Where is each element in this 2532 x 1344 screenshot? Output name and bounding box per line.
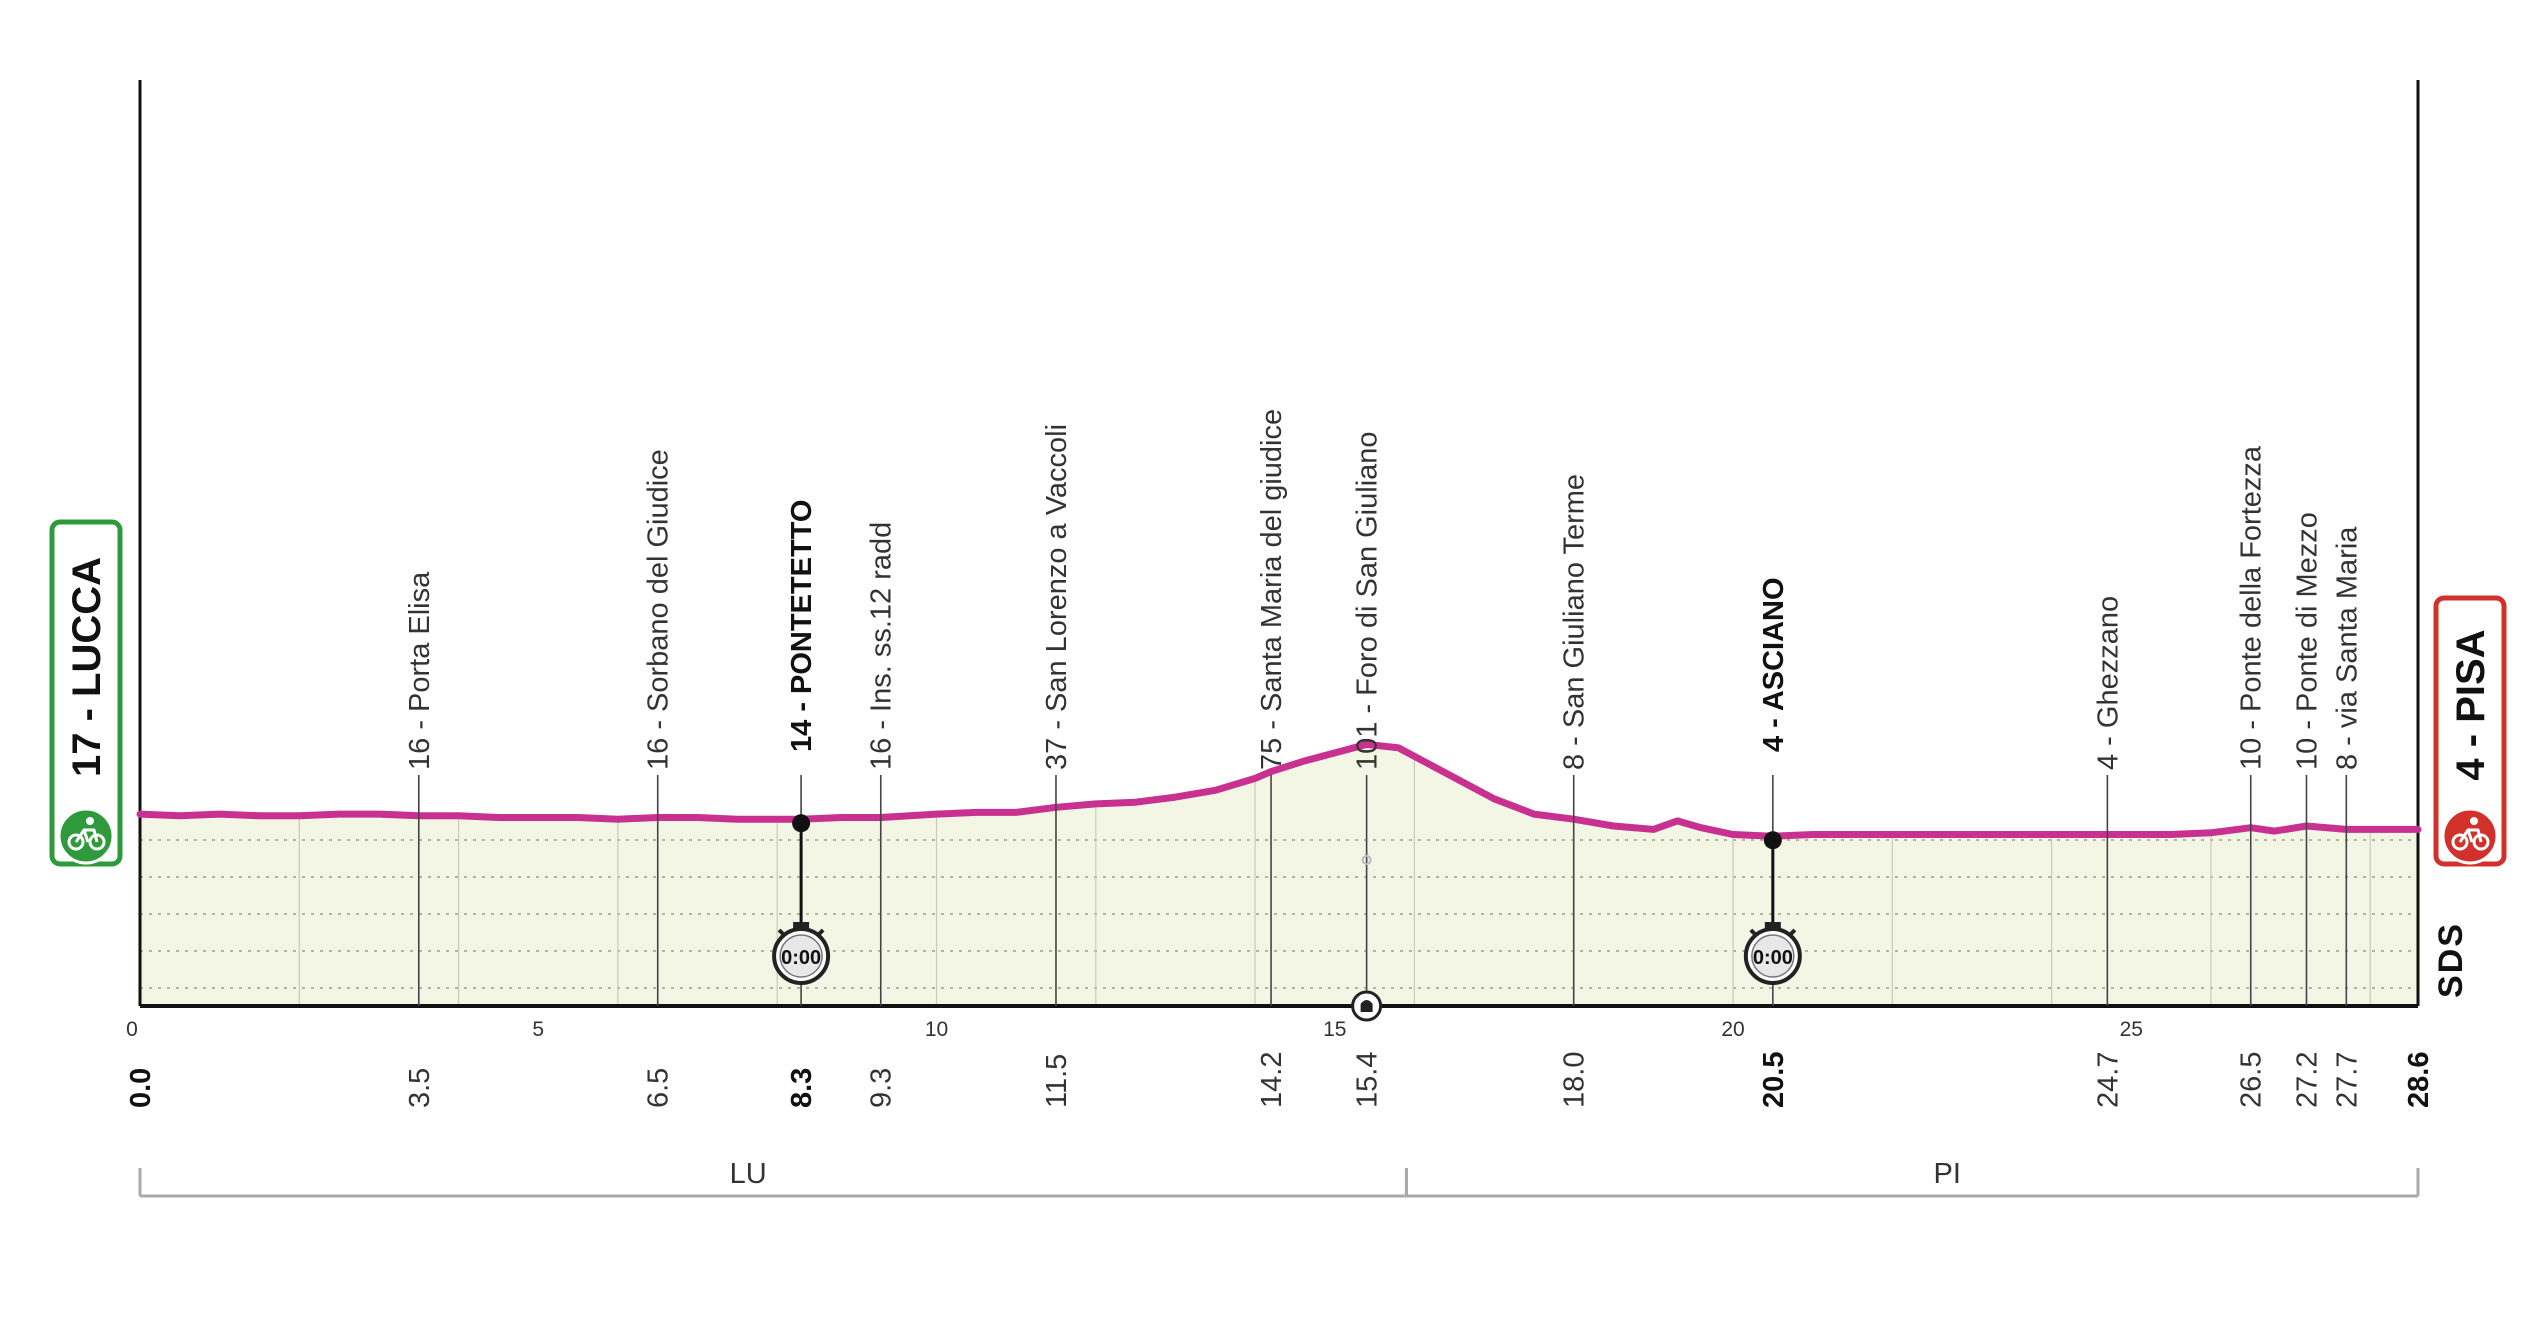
svg-text:10 - Ponte della Fortezza: 10 - Ponte della Fortezza bbox=[2236, 445, 2268, 770]
svg-text:4 - ASCIANO: 4 - ASCIANO bbox=[1758, 577, 1790, 752]
svg-text:3.5: 3.5 bbox=[404, 1068, 436, 1108]
stopwatch-time: 0:00 bbox=[1753, 947, 1793, 969]
waypoint-label-6: 101 - Foro di San Giuliano bbox=[1352, 431, 1384, 770]
badge-text-group: 17 - LUCCA bbox=[65, 557, 109, 777]
waypoint-km-label: 27.2 bbox=[2291, 1052, 2323, 1108]
sds-logo: SDS bbox=[2432, 922, 2470, 998]
waypoint-label-9: 4 - Ghezzano bbox=[2092, 596, 2124, 770]
summit-marker-icon bbox=[1351, 855, 1383, 1022]
waypoint-km-label: 18.0 bbox=[1559, 1052, 1591, 1108]
svg-text:8.3: 8.3 bbox=[786, 1068, 818, 1108]
cyclist-icon bbox=[57, 807, 115, 865]
svg-text:6.5: 6.5 bbox=[643, 1068, 675, 1108]
svg-text:8 - via Santa Maria: 8 - via Santa Maria bbox=[2331, 526, 2363, 770]
km-tick-label: 20 bbox=[1721, 1018, 1744, 1041]
altitude-marker bbox=[1361, 855, 1372, 865]
svg-text:75 - Santa Maria del giudice: 75 - Santa Maria del giudice bbox=[1256, 409, 1288, 770]
km-tick-label: 10 bbox=[925, 1018, 948, 1041]
waypoint-km-label: 11.5 bbox=[1041, 1054, 1073, 1108]
svg-text:27.7: 27.7 bbox=[2331, 1052, 2363, 1108]
svg-text:0.0: 0.0 bbox=[125, 1068, 157, 1108]
start-km-label: 0.0 bbox=[125, 1068, 157, 1108]
waypoint-km-label: 24.7 bbox=[2092, 1052, 2124, 1108]
waypoint-label-10: 10 - Ponte della Fortezza bbox=[2236, 445, 2268, 770]
waypoint-label-4: 37 - San Lorenzo a Vaccoli bbox=[1041, 424, 1073, 770]
badge-label: 4 - PISA bbox=[2449, 629, 2493, 780]
waypoint-label-2: 14 - PONTETETTO bbox=[786, 500, 818, 752]
svg-text:18.0: 18.0 bbox=[1559, 1052, 1591, 1108]
svg-text:10 - Ponte di Mezzo: 10 - Ponte di Mezzo bbox=[2291, 512, 2323, 770]
svg-text:24.7: 24.7 bbox=[2092, 1052, 2124, 1108]
svg-text:14.2: 14.2 bbox=[1256, 1052, 1288, 1108]
svg-text:101 - Foro di San Giuliano: 101 - Foro di San Giuliano bbox=[1352, 431, 1384, 770]
waypoint-label-8: 4 - ASCIANO bbox=[1758, 577, 1790, 752]
waypoint-label-0: 16 - Porta Elisa bbox=[404, 571, 436, 770]
waypoint-km-label: 20.5 bbox=[1758, 1052, 1790, 1108]
waypoint-label-5: 75 - Santa Maria del giudice bbox=[1256, 409, 1288, 770]
badge-text-group: 4 - PISA bbox=[2449, 629, 2493, 780]
svg-text:20.5: 20.5 bbox=[1758, 1052, 1790, 1108]
province-label: LU bbox=[730, 1158, 767, 1190]
stopwatch-icon: 0:00 bbox=[772, 922, 831, 985]
svg-text:26.5: 26.5 bbox=[2236, 1052, 2268, 1108]
finish-km-label: 28.6 bbox=[2403, 1052, 2435, 1108]
waypoint-km-label: 14.2 bbox=[1256, 1052, 1288, 1108]
km-tick-label: 0 bbox=[126, 1018, 138, 1041]
waypoint-km-label: 27.7 bbox=[2331, 1052, 2363, 1108]
svg-text:28.6: 28.6 bbox=[2403, 1052, 2435, 1108]
waypoint-label-11: 10 - Ponte di Mezzo bbox=[2291, 512, 2323, 770]
svg-text:16 - Sorbano del Giudice: 16 - Sorbano del Giudice bbox=[643, 449, 675, 770]
svg-text:4 - Ghezzano: 4 - Ghezzano bbox=[2092, 596, 2124, 770]
waypoint-label-12: 8 - via Santa Maria bbox=[2331, 526, 2363, 770]
waypoint-km-label: 26.5 bbox=[2236, 1052, 2268, 1108]
cyclist-icon bbox=[2441, 807, 2499, 865]
waypoint-km-label: 3.5 bbox=[404, 1068, 436, 1108]
stopwatch-time: 0:00 bbox=[781, 947, 821, 969]
km-tick-label: 15 bbox=[1323, 1018, 1346, 1041]
waypoint-label-3: 16 - Ins. ss.12 radd bbox=[866, 522, 898, 770]
profile-line bbox=[136, 740, 2422, 840]
svg-text:SDS: SDS bbox=[2432, 922, 2470, 998]
waypoint-km-label: 9.3 bbox=[866, 1068, 898, 1108]
svg-text:11.5: 11.5 bbox=[1041, 1054, 1073, 1108]
profile-area bbox=[140, 744, 2418, 1006]
finish-badge: 4 - PISA bbox=[2433, 595, 2507, 867]
svg-text:8 - San Giuliano Terme: 8 - San Giuliano Terme bbox=[1559, 474, 1591, 770]
svg-text:15.4: 15.4 bbox=[1352, 1052, 1384, 1108]
svg-text:27.2: 27.2 bbox=[2291, 1052, 2323, 1108]
km-tick-label: 5 bbox=[532, 1018, 544, 1041]
waypoint-label-1: 16 - Sorbano del Giudice bbox=[643, 449, 675, 770]
badge-label: 17 - LUCCA bbox=[65, 557, 109, 777]
svg-text:37 - San Lorenzo a Vaccoli: 37 - San Lorenzo a Vaccoli bbox=[1041, 424, 1073, 770]
svg-text:16 - Ins. ss.12 radd: 16 - Ins. ss.12 radd bbox=[866, 522, 898, 770]
svg-text:9.3: 9.3 bbox=[866, 1068, 898, 1108]
waypoint-km-label: 15.4 bbox=[1352, 1052, 1384, 1108]
waypoint-km-label: 8.3 bbox=[786, 1068, 818, 1108]
waypoint-label-7: 8 - San Giuliano Terme bbox=[1559, 474, 1591, 770]
stopwatch-icon: 0:00 bbox=[1743, 922, 1802, 985]
svg-text:14 - PONTETETTO: 14 - PONTETETTO bbox=[786, 500, 818, 752]
province-label: PI bbox=[1934, 1158, 1961, 1190]
waypoint-km-label: 6.5 bbox=[643, 1068, 675, 1108]
svg-text:16 - Porta Elisa: 16 - Porta Elisa bbox=[404, 571, 436, 770]
start-badge: 17 - LUCCA bbox=[49, 519, 123, 867]
km-tick-label: 25 bbox=[2120, 1018, 2143, 1041]
